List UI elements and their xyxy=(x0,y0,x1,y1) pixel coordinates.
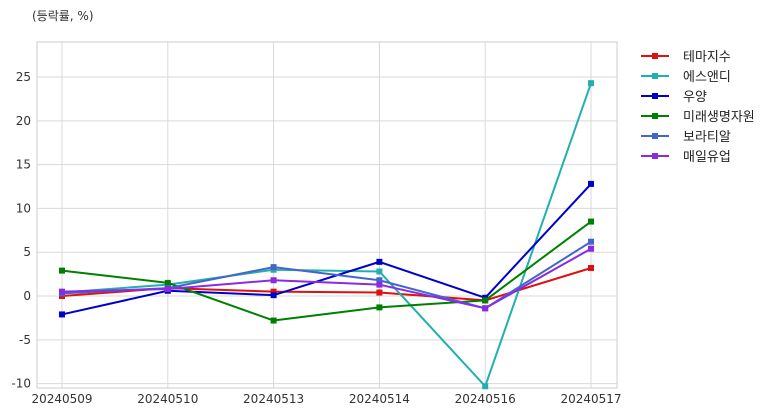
legend-marker xyxy=(652,93,658,99)
series-에스앤디 xyxy=(59,80,594,390)
x-tick-label: 20240514 xyxy=(349,392,410,406)
series-매일유업 xyxy=(59,245,594,312)
legend-label: 매일유업 xyxy=(683,150,731,165)
y-tick-label: 20 xyxy=(16,114,31,128)
data-point xyxy=(588,218,594,225)
data-point xyxy=(270,288,277,295)
data-point xyxy=(376,304,383,311)
legend-marker xyxy=(652,153,658,159)
y-tick-label: -5 xyxy=(19,333,31,347)
y-tick-label: -10 xyxy=(11,377,31,391)
legend-label: 미래생명자원 xyxy=(683,110,755,125)
data-point xyxy=(59,311,65,318)
series-우양 xyxy=(59,180,594,318)
data-point xyxy=(164,286,171,293)
series xyxy=(59,80,594,390)
legend-label: 우양 xyxy=(683,90,707,105)
series-line xyxy=(61,183,592,316)
y-tick-label: 5 xyxy=(23,245,31,259)
data-point xyxy=(59,288,65,295)
data-point xyxy=(376,258,383,265)
y-tick-label: 25 xyxy=(16,70,31,84)
data-point xyxy=(376,277,383,284)
data-point xyxy=(588,80,594,87)
data-point xyxy=(270,292,277,299)
data-point xyxy=(164,279,171,286)
legend-marker xyxy=(652,53,658,59)
data-point xyxy=(59,267,65,274)
data-point xyxy=(270,264,277,271)
y-axis-ticks: -10 -5 0 5 10 15 20 25 xyxy=(11,70,31,391)
data-point xyxy=(588,245,594,252)
series-line xyxy=(61,82,592,388)
data-point xyxy=(376,281,383,288)
series-line xyxy=(61,240,592,310)
data-point xyxy=(270,317,277,324)
data-point xyxy=(376,289,383,296)
data-point xyxy=(482,297,489,304)
legend-label: 테마지수 xyxy=(683,50,731,65)
series-line xyxy=(61,247,592,310)
legend-item: 매일유업 xyxy=(641,150,731,165)
legend-item: 보라티알 xyxy=(641,130,731,145)
legend-label: 보라티알 xyxy=(683,130,731,145)
x-tick-label: 20240516 xyxy=(455,392,516,406)
legend-marker xyxy=(652,113,658,119)
x-tick-label: 20240509 xyxy=(31,392,92,406)
legend-marker xyxy=(652,133,658,139)
plot-area xyxy=(36,41,618,389)
legend-item: 미래생명자원 xyxy=(641,110,755,125)
x-tick-label: 20240517 xyxy=(560,392,621,406)
data-point xyxy=(482,383,489,390)
data-point xyxy=(588,180,594,187)
legend-item: 테마지수 xyxy=(641,50,731,65)
series-미래생명자원 xyxy=(59,218,594,324)
x-axis-ticks: 20240509 20240510 20240513 20240514 20240516… xyxy=(31,392,621,406)
legend-label: 에스앤디 xyxy=(683,70,731,85)
y-tick-label: 0 xyxy=(23,289,31,303)
data-point xyxy=(588,238,594,245)
data-point xyxy=(482,305,489,312)
series-보라티알 xyxy=(59,238,594,312)
data-point xyxy=(270,277,277,284)
x-tick-label: 20240510 xyxy=(137,392,198,406)
data-point xyxy=(588,264,594,271)
y-tick-label: 15 xyxy=(16,158,31,172)
data-point xyxy=(376,268,383,275)
legend-marker xyxy=(652,73,658,79)
grid xyxy=(37,42,617,388)
y-tick-label: 10 xyxy=(16,201,31,215)
unit-label: (등락률, %) xyxy=(32,9,94,23)
legend-item: 우양 xyxy=(641,90,707,105)
series-line xyxy=(61,220,592,322)
legend-item: 에스앤디 xyxy=(641,70,731,85)
x-tick-label: 20240513 xyxy=(243,392,304,406)
